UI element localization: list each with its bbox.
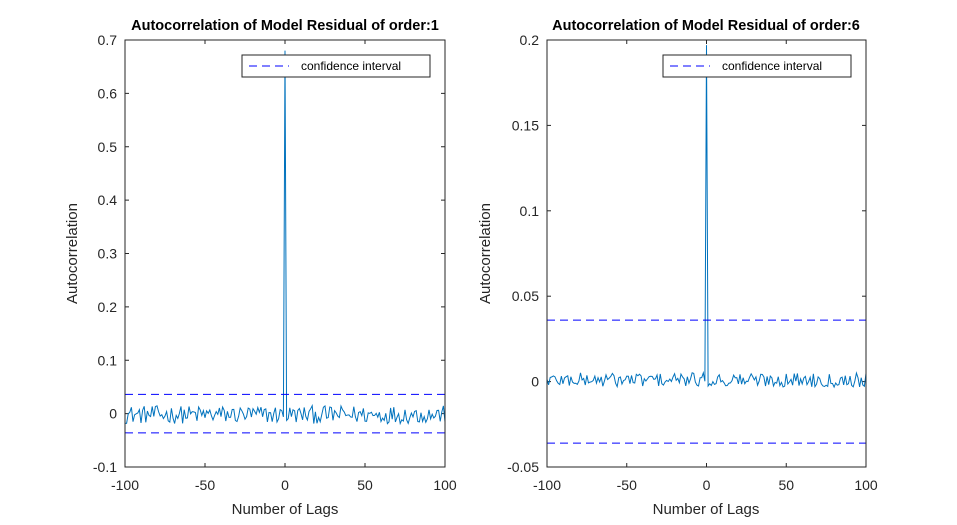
- y-tick-label: 0.5: [98, 139, 118, 155]
- y-tick-label: -0.05: [507, 459, 539, 475]
- x-tick-label: 100: [433, 477, 457, 493]
- y-tick-label: 0.05: [512, 288, 539, 304]
- y-tick-label: 0: [531, 374, 539, 390]
- y-tick-label: 0.4: [98, 192, 118, 208]
- y-tick-label: 0.6: [98, 85, 118, 101]
- x-tick-label: 50: [778, 477, 794, 493]
- y-tick-label: 0.15: [512, 117, 539, 133]
- legend: confidence interval: [662, 54, 852, 78]
- chart-title: Autocorrelation of Model Residual of ord…: [131, 18, 439, 34]
- legend-entry-label: confidence interval: [301, 59, 401, 73]
- x-axis-label: Number of Lags: [232, 501, 339, 518]
- y-axis-label: Autocorrelation: [477, 203, 494, 304]
- x-tick-label: -100: [111, 477, 139, 493]
- legend-entry-label: confidence interval: [722, 59, 822, 73]
- y-tick-label: 0.7: [98, 32, 118, 48]
- legend-box: [241, 54, 431, 78]
- x-tick-label: 100: [854, 477, 878, 493]
- subplot-order-6: Autocorrelation of Model Residual of ord…: [477, 18, 878, 518]
- x-tick-label: 50: [357, 477, 373, 493]
- x-axis-label: Number of Lags: [653, 501, 760, 518]
- y-tick-label: 0.1: [98, 352, 118, 368]
- autocorrelation-series-line: [124, 50, 446, 426]
- y-tick-label: 0.3: [98, 246, 118, 262]
- axes-box: [124, 39, 446, 468]
- axis-ticks: -100 -50 0 50 100 -0.1 0 0.1 0.2 0.3 0.4 0.5 0.6 0.7: [93, 32, 457, 493]
- axes-box: [546, 39, 867, 468]
- legend: confidence interval: [241, 54, 431, 78]
- x-tick-label: 0: [703, 477, 711, 493]
- x-tick-label: -100: [533, 477, 561, 493]
- legend-box: [662, 54, 852, 78]
- autocorrelation-series-line: [546, 45, 867, 389]
- axis-ticks: -100 -50 0 50 100 -0.05 0 0.05 0.1 0.15 0.2: [507, 32, 878, 493]
- y-tick-label: 0.2: [520, 32, 540, 48]
- y-tick-label: 0.1: [520, 203, 540, 219]
- chart-title: Autocorrelation of Model Residual of ord…: [552, 18, 860, 34]
- y-tick-label: 0.2: [98, 299, 118, 315]
- x-tick-label: -50: [617, 477, 637, 493]
- y-tick-label: -0.1: [93, 459, 117, 475]
- subplot-order-1: Autocorrelation of Model Residual of ord…: [64, 18, 457, 518]
- x-tick-label: -50: [195, 477, 215, 493]
- y-axis-label: Autocorrelation: [64, 203, 81, 304]
- x-tick-label: 0: [281, 477, 289, 493]
- y-tick-label: 0: [109, 406, 117, 422]
